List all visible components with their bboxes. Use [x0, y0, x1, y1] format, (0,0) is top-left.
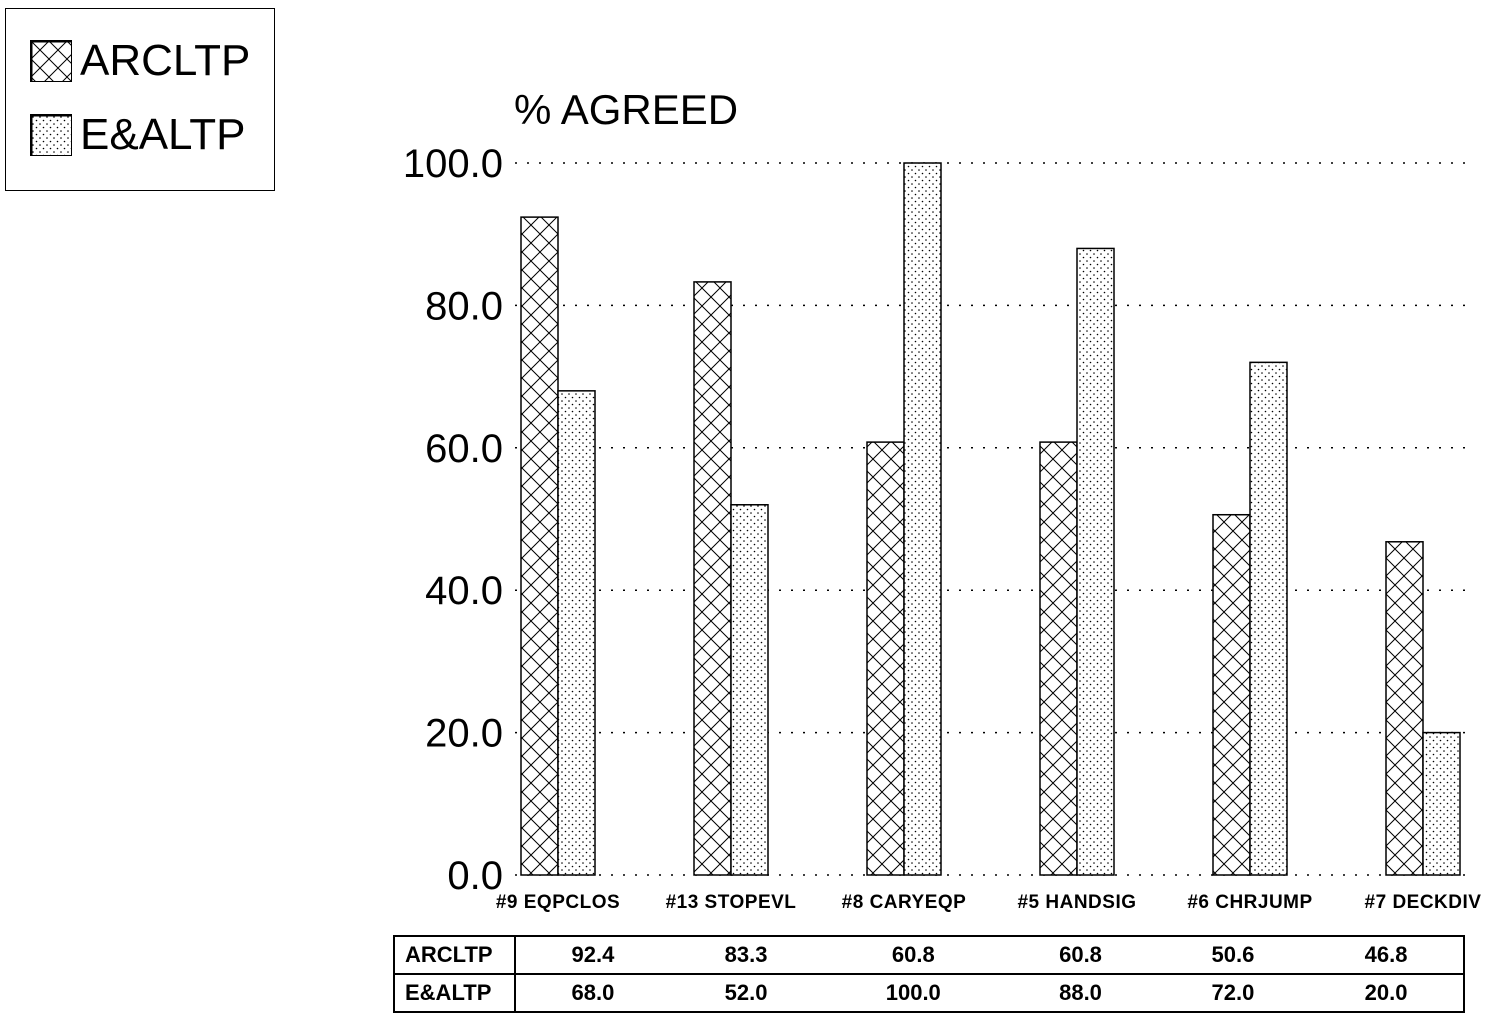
bar-ealtp [1249, 361, 1288, 876]
legend: ARCLTP E&ALTP [5, 8, 275, 191]
data-table-row-header: ARCLTP [393, 935, 516, 975]
x-tick-label: #8 CARYEQP [842, 892, 967, 913]
data-table-row-ealtp: E&ALTP 68.0 52.0 100.0 88.0 72.0 20.0 [393, 973, 1465, 1013]
y-axis-label: % AGREED [514, 86, 739, 133]
y-tick-label: 20.0 [425, 712, 503, 756]
data-table-cell: 46.8 [1309, 935, 1465, 975]
data-table-row-header: E&ALTP [393, 973, 516, 1013]
data-table: ARCLTP 92.4 83.3 60.8 60.8 50.6 46.8 E&A… [393, 935, 1465, 1013]
data-table-cell: 52.0 [669, 973, 823, 1013]
y-tick-label: 0.0 [447, 854, 503, 898]
data-table-cell: 68.0 [515, 973, 670, 1013]
y-tick-label: 40.0 [425, 569, 503, 613]
bar-arcltp [693, 281, 732, 876]
x-tick-label: #7 DECKDIV [1365, 892, 1482, 913]
data-table-row-arcltp: ARCLTP 92.4 83.3 60.8 60.8 50.6 46.8 [393, 935, 1465, 975]
data-table-cell: 20.0 [1309, 973, 1465, 1013]
bar-arcltp [866, 441, 905, 876]
legend-label-arcltp: ARCLTP [80, 36, 251, 85]
data-table-cell: 88.0 [1004, 973, 1157, 1013]
bar-ealtp [730, 504, 769, 876]
x-tick-label: #5 HANDSIG [1017, 892, 1136, 913]
data-table-cell: 60.8 [822, 935, 1005, 975]
legend-entry-ealtp: E&ALTP [30, 113, 245, 157]
y-tick-label: 80.0 [425, 284, 503, 328]
legend-swatch-dots [30, 114, 72, 156]
y-tick-label: 60.0 [425, 427, 503, 471]
bar-arcltp [1212, 513, 1251, 876]
x-tick-label: #9 EQPCLOS [496, 892, 620, 913]
bar-arcltp [520, 216, 559, 876]
bar-ealtp [903, 162, 942, 876]
legend-swatch-crosshatch [30, 40, 72, 82]
bar-arcltp [1385, 541, 1424, 876]
bar-arcltp [1039, 441, 1078, 876]
data-table-cell: 50.6 [1156, 935, 1310, 975]
data-table-cell: 72.0 [1156, 973, 1310, 1013]
bar-ealtp [1422, 731, 1461, 876]
data-table-cell: 100.0 [822, 973, 1005, 1013]
legend-entry-arcltp: ARCLTP [30, 39, 250, 83]
x-tick-label: #6 CHRJUMP [1187, 892, 1312, 913]
data-table-cell: 92.4 [515, 935, 670, 975]
bar-ealtp [1076, 247, 1115, 876]
x-tick-label: #13 STOPEVL [666, 892, 797, 913]
y-tick-label: 100.0 [403, 142, 503, 186]
data-table-cell: 83.3 [669, 935, 823, 975]
bar-ealtp [557, 390, 596, 876]
legend-label-ealtp: E&ALTP [80, 110, 246, 159]
data-table-cell: 60.8 [1004, 935, 1157, 975]
